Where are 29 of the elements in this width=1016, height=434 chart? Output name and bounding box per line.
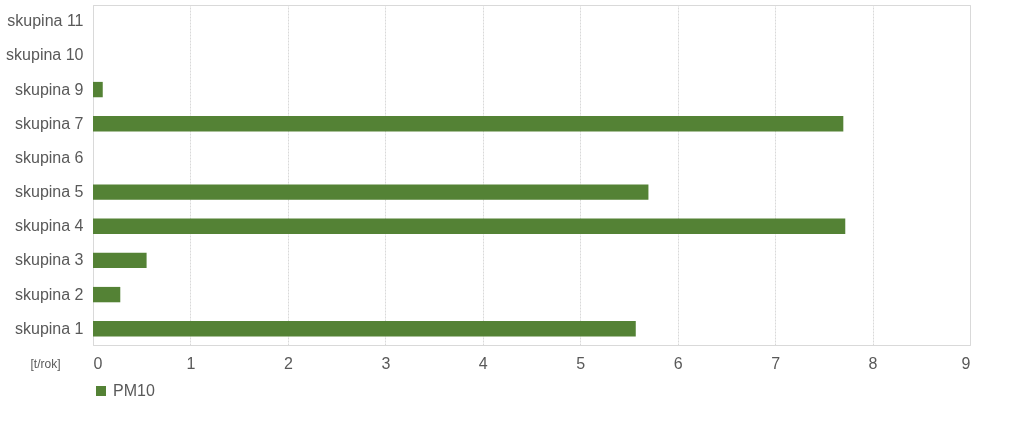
x-tick-label: 9: [961, 354, 971, 372]
bar: [93, 321, 636, 337]
legend-label: PM10: [113, 382, 155, 399]
x-tick-label: 5: [576, 354, 586, 372]
x-tick-label: 8: [868, 354, 878, 372]
x-tick-label: 3: [381, 354, 391, 372]
bar: [93, 218, 846, 234]
y-tick-label: skupina 1: [15, 319, 84, 337]
bar: [93, 116, 844, 132]
y-tick-label: skupina 9: [15, 80, 84, 98]
x-tick-label: 4: [478, 354, 488, 372]
bar: [93, 252, 147, 269]
y-tick-label: skupina 11: [7, 12, 84, 30]
y-tick-label: skupina 10: [6, 46, 84, 64]
x-tick-label: 1: [186, 354, 196, 372]
x-tick-label: 0: [93, 354, 103, 372]
y-tick-label: skupina 6: [15, 148, 84, 166]
x-tick-label: 6: [673, 354, 683, 372]
x-axis-title: [t/rok]: [30, 356, 61, 371]
y-tick-label: skupina 2: [15, 285, 84, 303]
y-tick-label: skupina 3: [15, 251, 84, 269]
y-tick-label: skupina 4: [15, 217, 84, 235]
x-tick-label: 2: [283, 354, 293, 372]
y-tick-label: skupina 7: [15, 114, 84, 132]
bar: [93, 286, 121, 303]
bar: [93, 184, 649, 200]
x-tick-label: 7: [771, 354, 781, 372]
bar: [93, 81, 103, 98]
y-tick-label: skupina 5: [15, 183, 84, 201]
